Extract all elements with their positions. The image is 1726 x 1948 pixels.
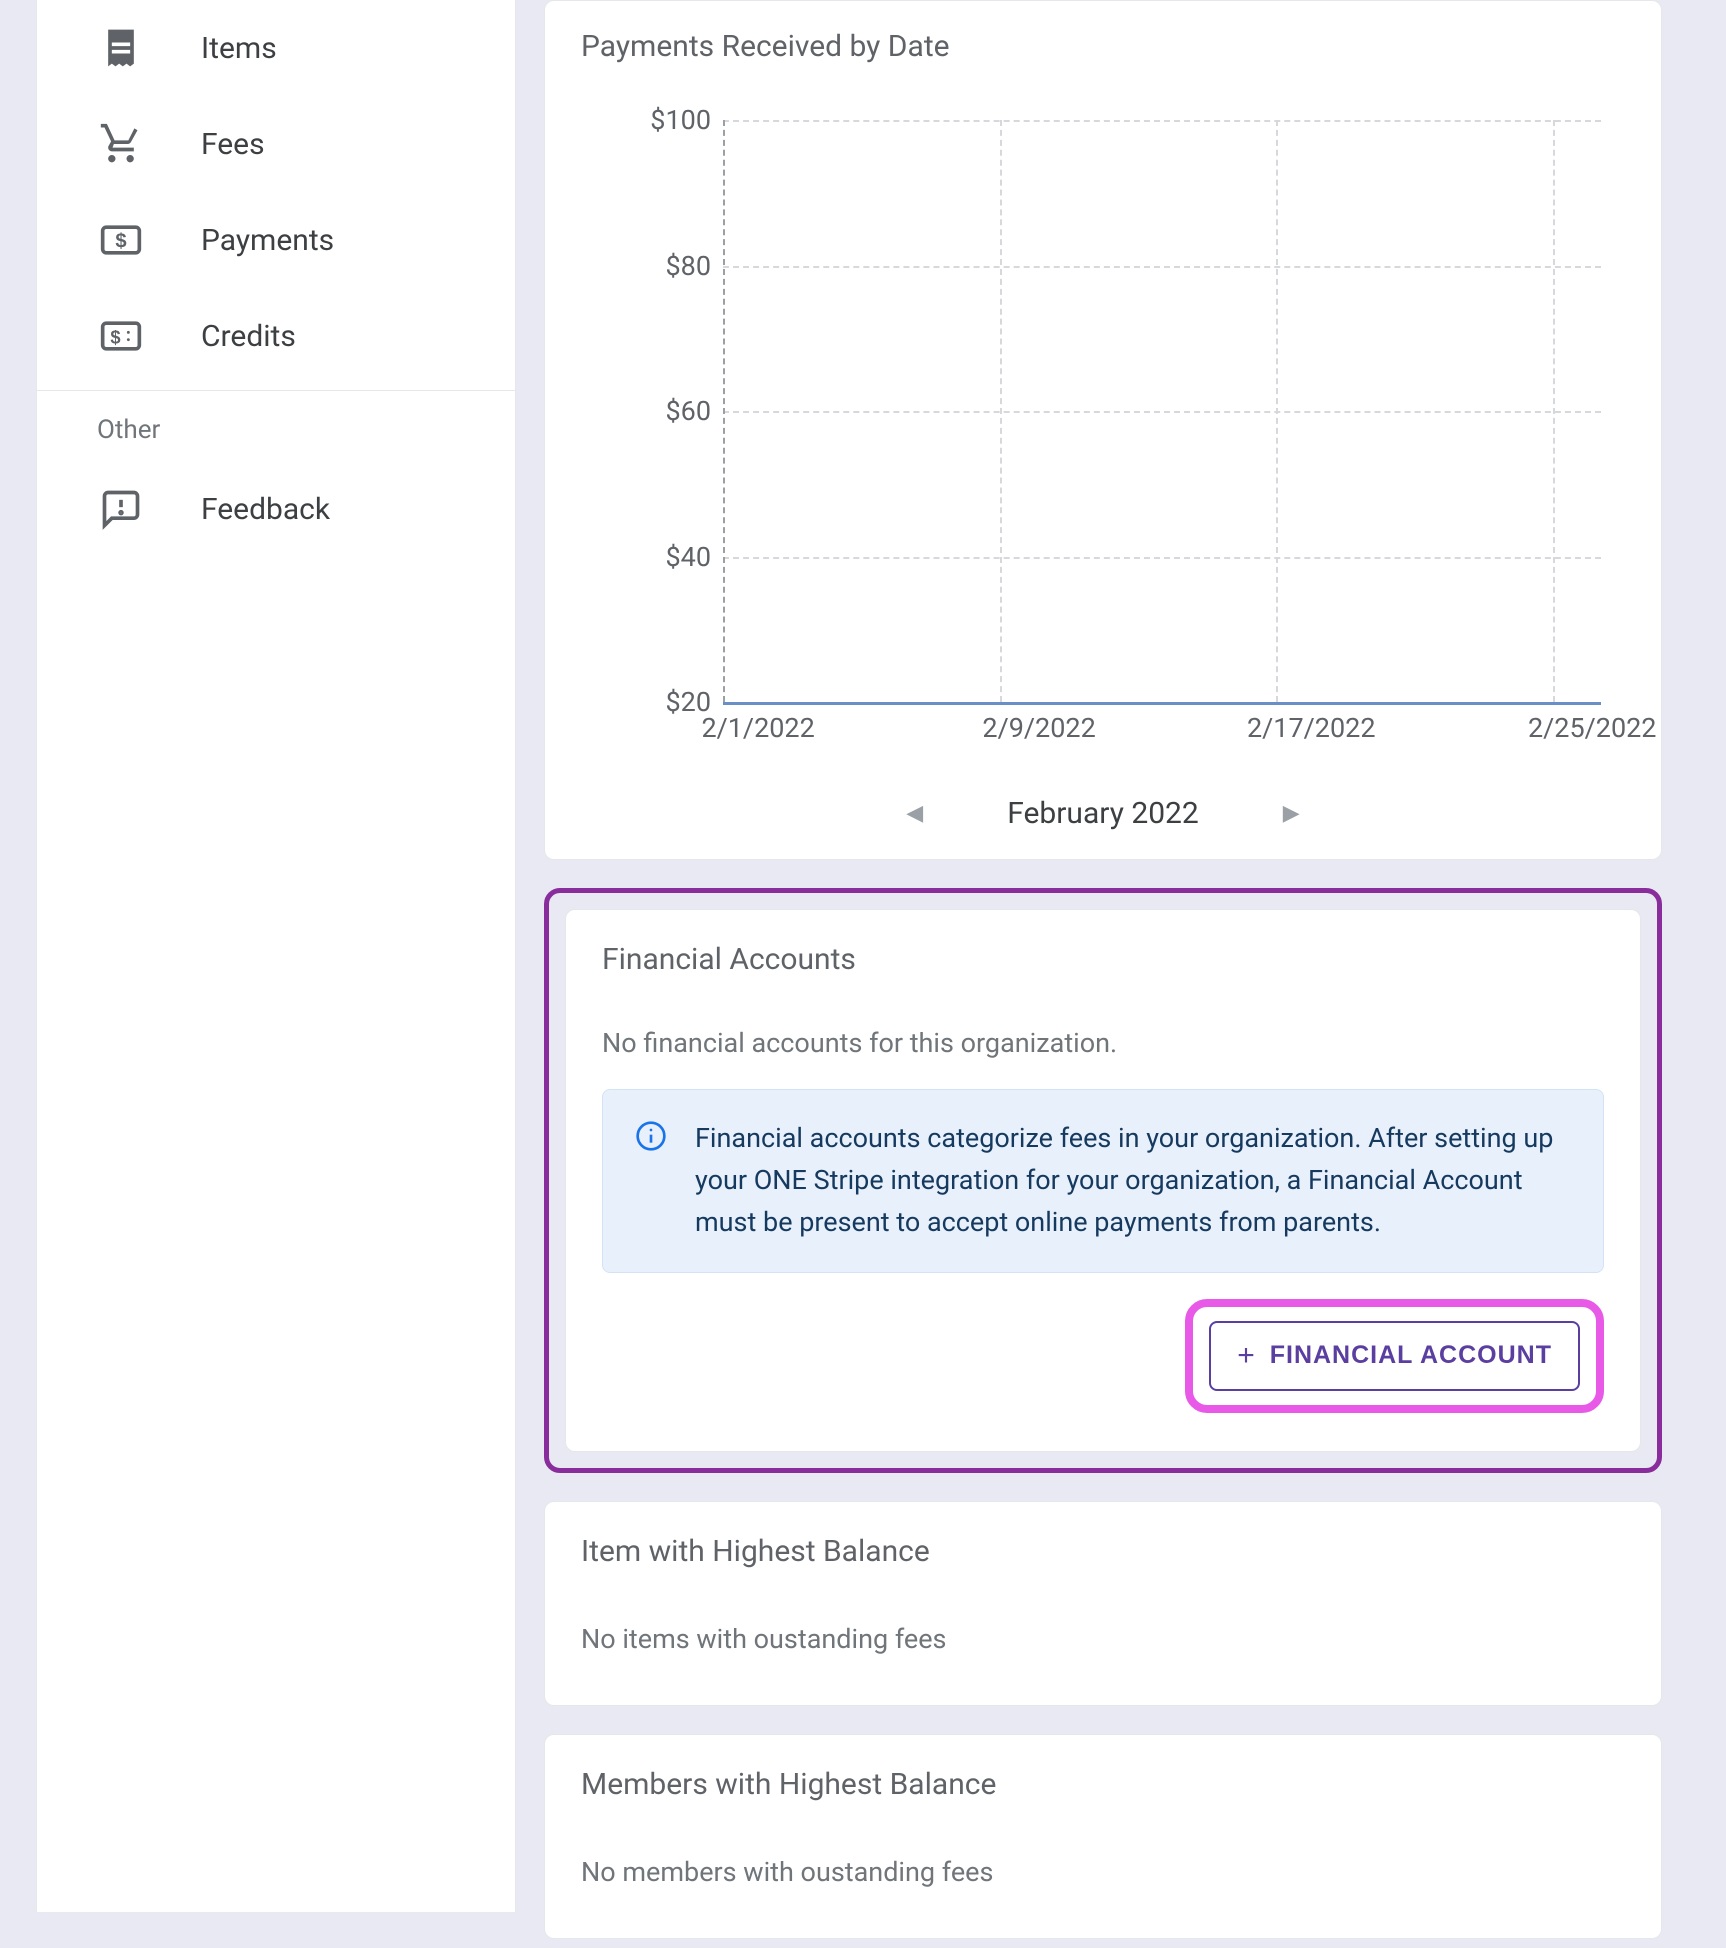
highest-item-empty: No items with oustanding fees (581, 1623, 1625, 1655)
chart-data-line (723, 702, 1601, 705)
sidebar-item-credits[interactable]: $ Credits (37, 288, 515, 384)
gridline-h (723, 120, 1601, 122)
next-month-button[interactable]: ▶ (1283, 801, 1300, 826)
y-tick-label: $100 (650, 104, 711, 136)
money-icon: $ (97, 216, 145, 264)
chart-plot-area: $100 $80 $60 $40 $20 (617, 120, 1625, 702)
chart-title: Payments Received by Date (581, 29, 1625, 64)
add-account-highlight: + FINANCIAL ACCOUNT (1185, 1299, 1604, 1413)
x-tick-label: 2/9/2022 (982, 712, 1095, 744)
highest-member-card: Members with Highest Balance No members … (544, 1734, 1662, 1939)
info-banner: Financial accounts categorize fees in yo… (602, 1089, 1604, 1273)
sidebar-item-label: Fees (201, 127, 265, 162)
sidebar: Items Fees $ Payments $ Credits Other Fe… (36, 0, 516, 1912)
highest-item-title: Item with Highest Balance (581, 1534, 1625, 1569)
gridline-h (723, 411, 1601, 413)
main-content: Payments Received by Date $100 $80 $60 $… (516, 0, 1690, 1912)
sidebar-item-payments[interactable]: $ Payments (37, 192, 515, 288)
gridline-v (1000, 120, 1002, 702)
y-tick-label: $40 (665, 541, 711, 573)
y-tick-label: $80 (665, 250, 711, 282)
sidebar-section-other: Other (37, 390, 515, 461)
sidebar-item-label: Payments (201, 223, 334, 258)
sidebar-item-label: Feedback (201, 492, 330, 527)
payments-chart-card: Payments Received by Date $100 $80 $60 $… (544, 0, 1662, 860)
gridline-v (1276, 120, 1278, 702)
chart-x-axis: 2/1/2022 2/9/2022 2/17/2022 2/25/2022 (723, 712, 1601, 760)
gridline-v (1553, 120, 1555, 702)
financial-accounts-card: Financial Accounts No financial accounts… (565, 909, 1641, 1452)
info-icon (635, 1120, 667, 1152)
sidebar-item-fees[interactable]: Fees (37, 96, 515, 192)
highest-item-card: Item with Highest Balance No items with … (544, 1501, 1662, 1706)
sidebar-item-items[interactable]: Items (37, 0, 515, 96)
highest-member-empty: No members with oustanding fees (581, 1856, 1625, 1888)
cart-icon (97, 120, 145, 168)
financial-accounts-empty: No financial accounts for this organizat… (602, 1027, 1604, 1059)
credits-icon: $ (97, 312, 145, 360)
x-tick-label: 2/25/2022 (1528, 712, 1657, 744)
highest-member-title: Members with Highest Balance (581, 1767, 1625, 1802)
sidebar-item-feedback[interactable]: Feedback (37, 461, 515, 557)
feedback-icon (97, 485, 145, 533)
month-navigator: ◀ February 2022 ▶ (581, 796, 1625, 831)
sidebar-item-label: Credits (201, 319, 296, 354)
add-financial-account-label: FINANCIAL ACCOUNT (1270, 1341, 1552, 1370)
sidebar-item-label: Items (201, 31, 277, 66)
x-tick-label: 2/1/2022 (701, 712, 814, 744)
gridline-h (723, 557, 1601, 559)
plus-icon: + (1237, 1341, 1256, 1371)
receipt-icon (97, 24, 145, 72)
y-tick-label: $60 (665, 395, 711, 427)
info-banner-text: Financial accounts categorize fees in yo… (695, 1118, 1571, 1244)
y-axis-line (723, 120, 725, 702)
financial-accounts-actions: + FINANCIAL ACCOUNT (602, 1299, 1604, 1413)
svg-text:$: $ (110, 326, 120, 347)
x-tick-label: 2/17/2022 (1247, 712, 1376, 744)
financial-accounts-title: Financial Accounts (602, 942, 1604, 977)
prev-month-button[interactable]: ◀ (906, 801, 923, 826)
chart-plot (723, 120, 1601, 702)
add-financial-account-button[interactable]: + FINANCIAL ACCOUNT (1209, 1321, 1580, 1391)
svg-text:$: $ (115, 230, 126, 252)
month-label: February 2022 (1007, 796, 1199, 831)
chart-y-axis: $100 $80 $60 $40 $20 (617, 120, 723, 702)
gridline-h (723, 266, 1601, 268)
financial-accounts-highlight: Financial Accounts No financial accounts… (544, 888, 1662, 1473)
